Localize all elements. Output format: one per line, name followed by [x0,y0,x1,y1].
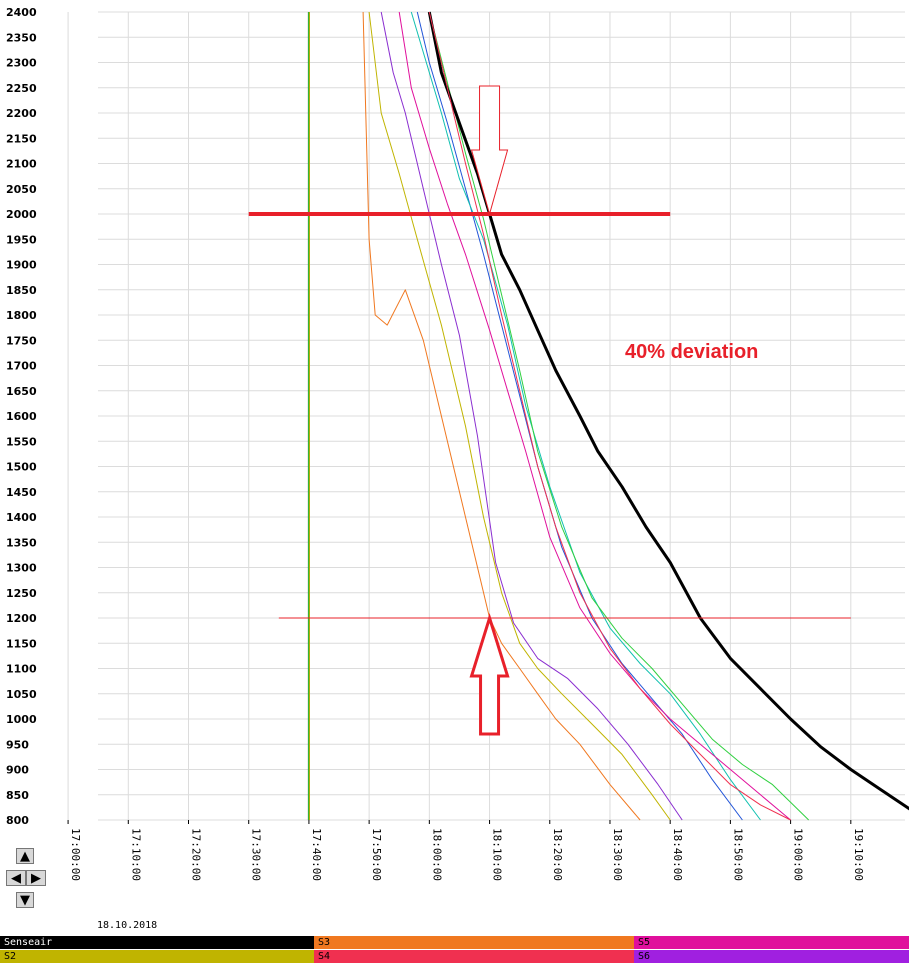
y-tick-label: 1950 [6,233,37,246]
series-s2-line [368,11,671,821]
x-tick-label: 17:00:00 [69,828,82,881]
y-tick-label: 1050 [6,688,37,701]
arrow-up-icon [469,612,510,736]
y-tick-label: 2300 [6,57,37,70]
y-tick-label: 800 [6,814,29,827]
deviation-annotation: 40% deviation [625,341,758,363]
chart-annotations [248,85,851,736]
x-tick-label: 17:50:00 [370,828,383,881]
y-tick-label: 2100 [6,158,37,171]
legend-item-s3: S3 [314,936,634,949]
y-tick-label: 1650 [6,385,37,398]
pan-left-button[interactable]: ◀ [6,870,26,886]
y-tick-label: 1850 [6,284,37,297]
y-tick-label: 1200 [6,612,37,625]
y-tick-label: 2050 [6,183,37,196]
sensor-series-line [428,11,810,821]
y-tick-label: 1700 [6,360,37,373]
y-tick-label: 1600 [6,410,37,423]
x-axis-ticks: 17:00:00 17:10:00 17:20:00 17:30:00 17:40:00… [67,820,865,881]
y-tick-label: 900 [6,764,29,777]
y-tick-label: 1250 [6,587,37,600]
y-tick-label: 1750 [6,334,37,347]
y-tick-label: 2400 [6,6,37,19]
y-tick-label: 2200 [6,107,37,120]
y-axis-ticks: 800 850 900 950 1000 1050 1100 1150 1200 1250 1300… [6,6,37,827]
y-tick-label: 1400 [6,511,37,524]
x-tick-label: 18:20:00 [551,828,564,881]
series-s6-line [380,11,683,821]
y-tick-label: 1900 [6,259,37,272]
date-label: 18.10.2018 [97,920,158,931]
y-tick-label: 1350 [6,536,37,549]
series-s4-line [428,11,791,821]
x-tick-label: 18:40:00 [671,828,684,881]
x-tick-label: 19:10:00 [852,828,865,881]
y-tick-label: 1000 [6,713,37,726]
pan-up-button[interactable]: ▲ [16,848,34,864]
y-tick-label: 2000 [6,208,37,221]
pan-navigation: ▲ ◀ ▶ ▼ [4,848,46,912]
x-tick-label: 17:20:00 [190,828,203,881]
line-chart: 800 850 900 950 1000 1050 1100 1150 1200 1250 1300… [6,6,909,881]
x-tick-label: 18:00:00 [430,828,443,881]
y-tick-label: 1150 [6,637,37,650]
x-tick-label: 17:10:00 [129,828,142,881]
y-tick-label: 1500 [6,461,37,474]
x-tick-label: 17:40:00 [310,828,323,881]
legend-item-s6: S6 [634,950,909,963]
pan-down-button[interactable]: ▼ [16,892,34,908]
arrow-down-icon [470,85,509,216]
y-tick-label: 2350 [6,31,37,44]
legend-item-s2: S2 [0,950,314,963]
pan-right-button[interactable]: ▶ [26,870,46,886]
x-tick-label: 18:10:00 [491,828,504,881]
series-s5-line [398,11,791,821]
x-tick-label: 17:30:00 [250,828,263,881]
y-tick-label: 2150 [6,132,37,145]
legend-item-s4: S4 [314,950,634,963]
y-tick-label: 950 [6,738,29,751]
y-tick-label: 1550 [6,435,37,448]
y-tick-label: 2250 [6,82,37,95]
y-tick-label: 850 [6,789,29,802]
series-s3-line [362,11,641,821]
y-tick-label: 1450 [6,486,37,499]
x-tick-label: 18:30:00 [611,828,624,881]
y-tick-label: 1300 [6,562,37,575]
y-tick-label: 1800 [6,309,37,322]
legend-item-s5: S5 [634,936,909,949]
legend-item-senseair: Senseair [0,936,314,949]
y-tick-label: 1100 [6,663,37,676]
x-tick-label: 18:50:00 [731,828,744,881]
sensor-series-line [410,11,761,821]
x-tick-label: 19:00:00 [792,828,805,881]
